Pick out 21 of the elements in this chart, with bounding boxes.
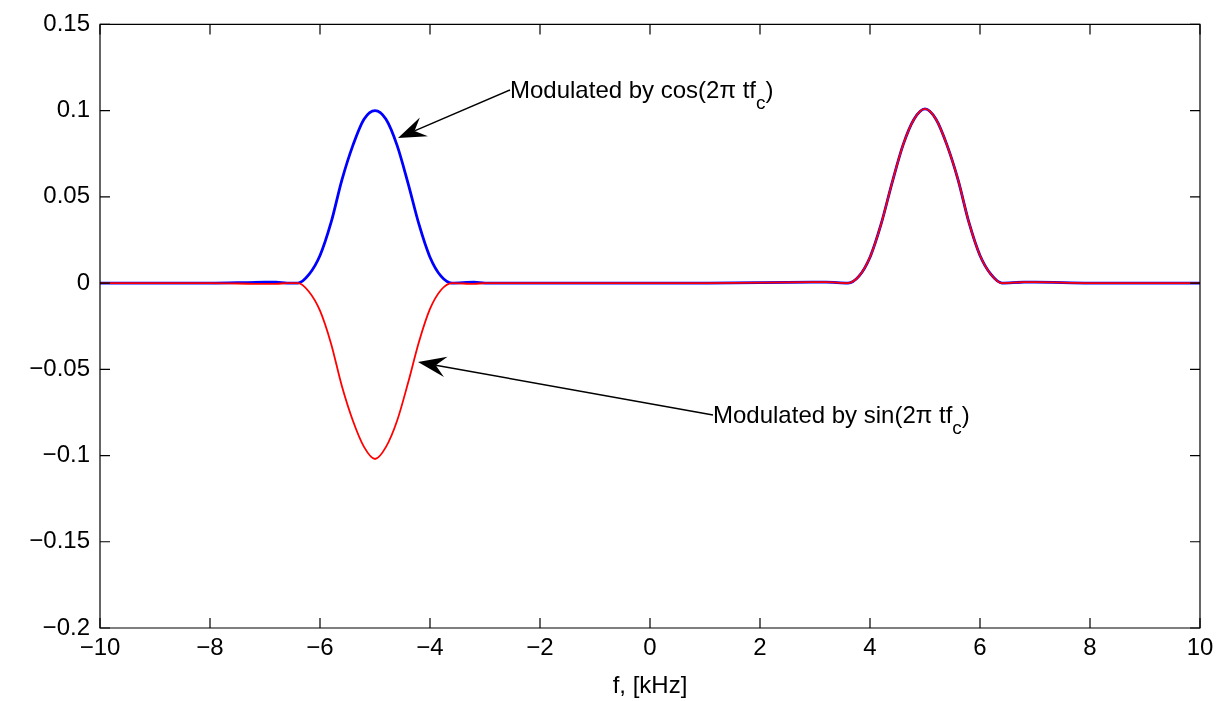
x-tick-label: −4 <box>416 633 444 661</box>
x-tick-label: 6 <box>973 633 987 661</box>
y-tick-label: 0.1 <box>56 95 90 123</box>
y-tick-label: 0.15 <box>43 9 90 37</box>
y-tick-label: −0.05 <box>29 353 90 381</box>
x-tick-label: 4 <box>863 633 877 661</box>
x-axis-title: f, [kHz] <box>612 671 688 699</box>
annotation: Modulated by cos(2π tf$_{c}$) <box>510 76 774 113</box>
y-tick-label: −0.15 <box>29 526 90 554</box>
x-tick-label: 0 <box>643 633 657 661</box>
x-tick-label: −2 <box>526 633 554 661</box>
y-tick-label: −0.1 <box>42 440 90 468</box>
x-tick-label: 2 <box>753 633 767 661</box>
y-tick-label: 0 <box>76 267 90 295</box>
x-tick-label: −8 <box>196 633 224 661</box>
y-tick-label: −0.2 <box>42 612 90 640</box>
y-tick-label: 0.05 <box>43 181 90 209</box>
annotation: Modulated by sin(2π tf$_{c}$) <box>713 401 970 438</box>
x-tick-label: 8 <box>1083 633 1097 661</box>
x-tick-label: 10 <box>1186 633 1214 661</box>
x-tick-label: −6 <box>306 633 334 661</box>
